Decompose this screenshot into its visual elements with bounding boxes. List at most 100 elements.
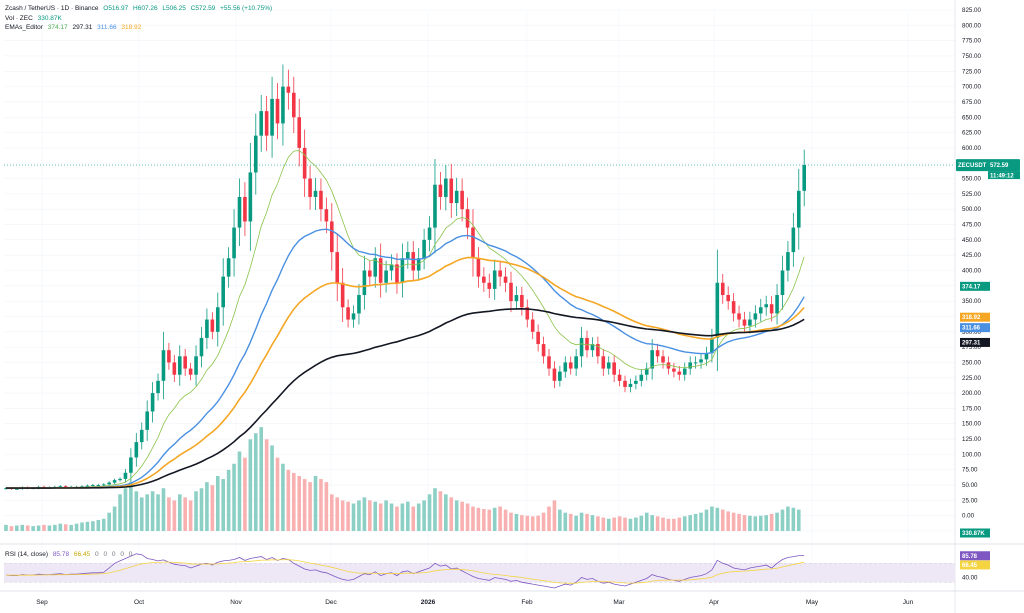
price-tick-label: 825.00	[962, 7, 981, 14]
candle-body	[460, 190, 464, 210]
volume-bar	[368, 500, 372, 531]
price-tick-label: 775.00	[962, 38, 981, 45]
rsi-tick-label: 40.00	[962, 575, 978, 582]
candle-body	[395, 264, 399, 283]
volume-bar	[509, 512, 513, 531]
candle-body	[63, 486, 68, 488]
time-tick-label: Jun	[903, 599, 914, 606]
volume-bar	[661, 517, 665, 531]
rsi-ma-value: 66.45	[73, 551, 91, 558]
price-tags: ZECUSDT 572.59 11:49:12 374.17 318.92 311.66 2…	[956, 159, 1020, 570]
candle-body	[791, 227, 796, 253]
price-tick-label: 750.00	[962, 53, 981, 60]
candle-body	[536, 331, 540, 345]
value-tag-text: 311.66	[962, 326, 981, 332]
volume-bar	[444, 494, 448, 531]
ema-lines	[5, 150, 805, 489]
candle-body	[650, 350, 654, 369]
ohlc-change: +55.56 (+10.75%)	[220, 5, 273, 12]
volume-bar	[427, 494, 432, 531]
volume-bar	[123, 488, 128, 531]
time-axis[interactable]: Sep Oct Nov Dec 2026 Feb Mar Apr May Jun	[36, 599, 913, 606]
candle-body	[492, 270, 497, 289]
candle-body	[720, 282, 725, 296]
volume-bar	[101, 518, 106, 531]
value-tag	[960, 312, 990, 322]
candle-body	[764, 304, 768, 308]
candle-body	[476, 258, 481, 277]
price-tick-label: 50.00	[962, 482, 978, 489]
price-axis[interactable]: 825.00 800.00 775.00 750.00 725.00 700.00 675.…	[962, 7, 981, 582]
volume-label[interactable]: Vol · ZEC	[5, 15, 33, 22]
volume-bar	[188, 500, 193, 531]
candle-body	[85, 485, 90, 487]
volume-bar	[492, 507, 497, 531]
value-tag-text: 318.92	[962, 315, 981, 321]
value-tag	[960, 323, 990, 333]
candlesticks[interactable]	[4, 64, 807, 490]
candle-body	[335, 252, 340, 283]
volume-bar	[558, 509, 562, 531]
volume-bar	[330, 494, 334, 531]
candle-body	[775, 295, 779, 314]
candle-body	[194, 356, 198, 375]
rsi-value: 85.78	[52, 551, 70, 558]
volume-bar	[411, 506, 416, 531]
price-tick-label: 600.00	[962, 145, 981, 152]
legend-ema-row: EMAs_Editor 374.17 297.31 311.66 318.92	[5, 24, 144, 32]
candle-body	[357, 295, 361, 314]
volume-bar	[351, 503, 356, 531]
ohlc-close: C572.59	[190, 5, 216, 12]
volume-bar	[264, 439, 269, 531]
symbol-title[interactable]: Zcash / TetherUS · 1D · Binance	[5, 5, 99, 12]
rsi-label[interactable]: RSI (14, close)	[5, 551, 48, 558]
volume-bar	[780, 509, 785, 531]
candle-body	[596, 344, 600, 357]
volume-bar	[183, 497, 187, 531]
volume-bar	[308, 482, 312, 531]
ema-label[interactable]: EMAs_Editor	[5, 24, 43, 31]
candle-body	[693, 362, 698, 364]
volume-bar	[655, 516, 660, 531]
volume-bar	[161, 488, 166, 531]
candle-body	[221, 276, 225, 308]
candle-body	[270, 98, 274, 136]
volume-bar	[378, 503, 383, 531]
volume-bar	[682, 516, 687, 531]
price-tick-label: 200.00	[962, 390, 981, 397]
volume-bar	[433, 488, 437, 531]
volume-value: 330.87K	[37, 15, 62, 22]
price-tick-label: 675.00	[962, 99, 981, 106]
candle-body	[731, 301, 736, 314]
volume-bar	[758, 515, 763, 531]
volume-bar	[302, 479, 307, 531]
candle-body	[471, 227, 475, 259]
candle-body	[726, 295, 730, 302]
candle-body	[758, 307, 763, 314]
price-tick-label: 425.00	[962, 252, 981, 259]
volume-bar	[80, 522, 84, 531]
ema-mid-line	[6, 228, 805, 489]
candle-body	[465, 209, 470, 228]
candle-body	[612, 362, 616, 375]
volume-bar	[205, 482, 209, 531]
volume-bar	[471, 506, 475, 531]
volume-bar	[395, 506, 399, 531]
volume-bar	[42, 524, 46, 531]
value-tag-text: 66.45	[962, 563, 978, 569]
volume-bar	[585, 513, 589, 531]
volume-bar	[449, 497, 454, 531]
candle-body	[802, 165, 807, 191]
candle-body	[215, 307, 220, 332]
candle-body	[302, 147, 307, 179]
candle-body	[541, 344, 546, 357]
volume-bar	[422, 500, 426, 531]
volume-bar	[335, 497, 340, 531]
candle-body	[427, 227, 432, 240]
legend-rsi-row: RSI (14, close) 85.78 66.45 0 0 0 0 0	[5, 551, 135, 559]
volume-bar	[112, 506, 117, 531]
rsi-overbought-band	[4, 563, 955, 583]
value-tag-text: 85.78	[962, 554, 978, 560]
volume-bar	[731, 512, 736, 531]
